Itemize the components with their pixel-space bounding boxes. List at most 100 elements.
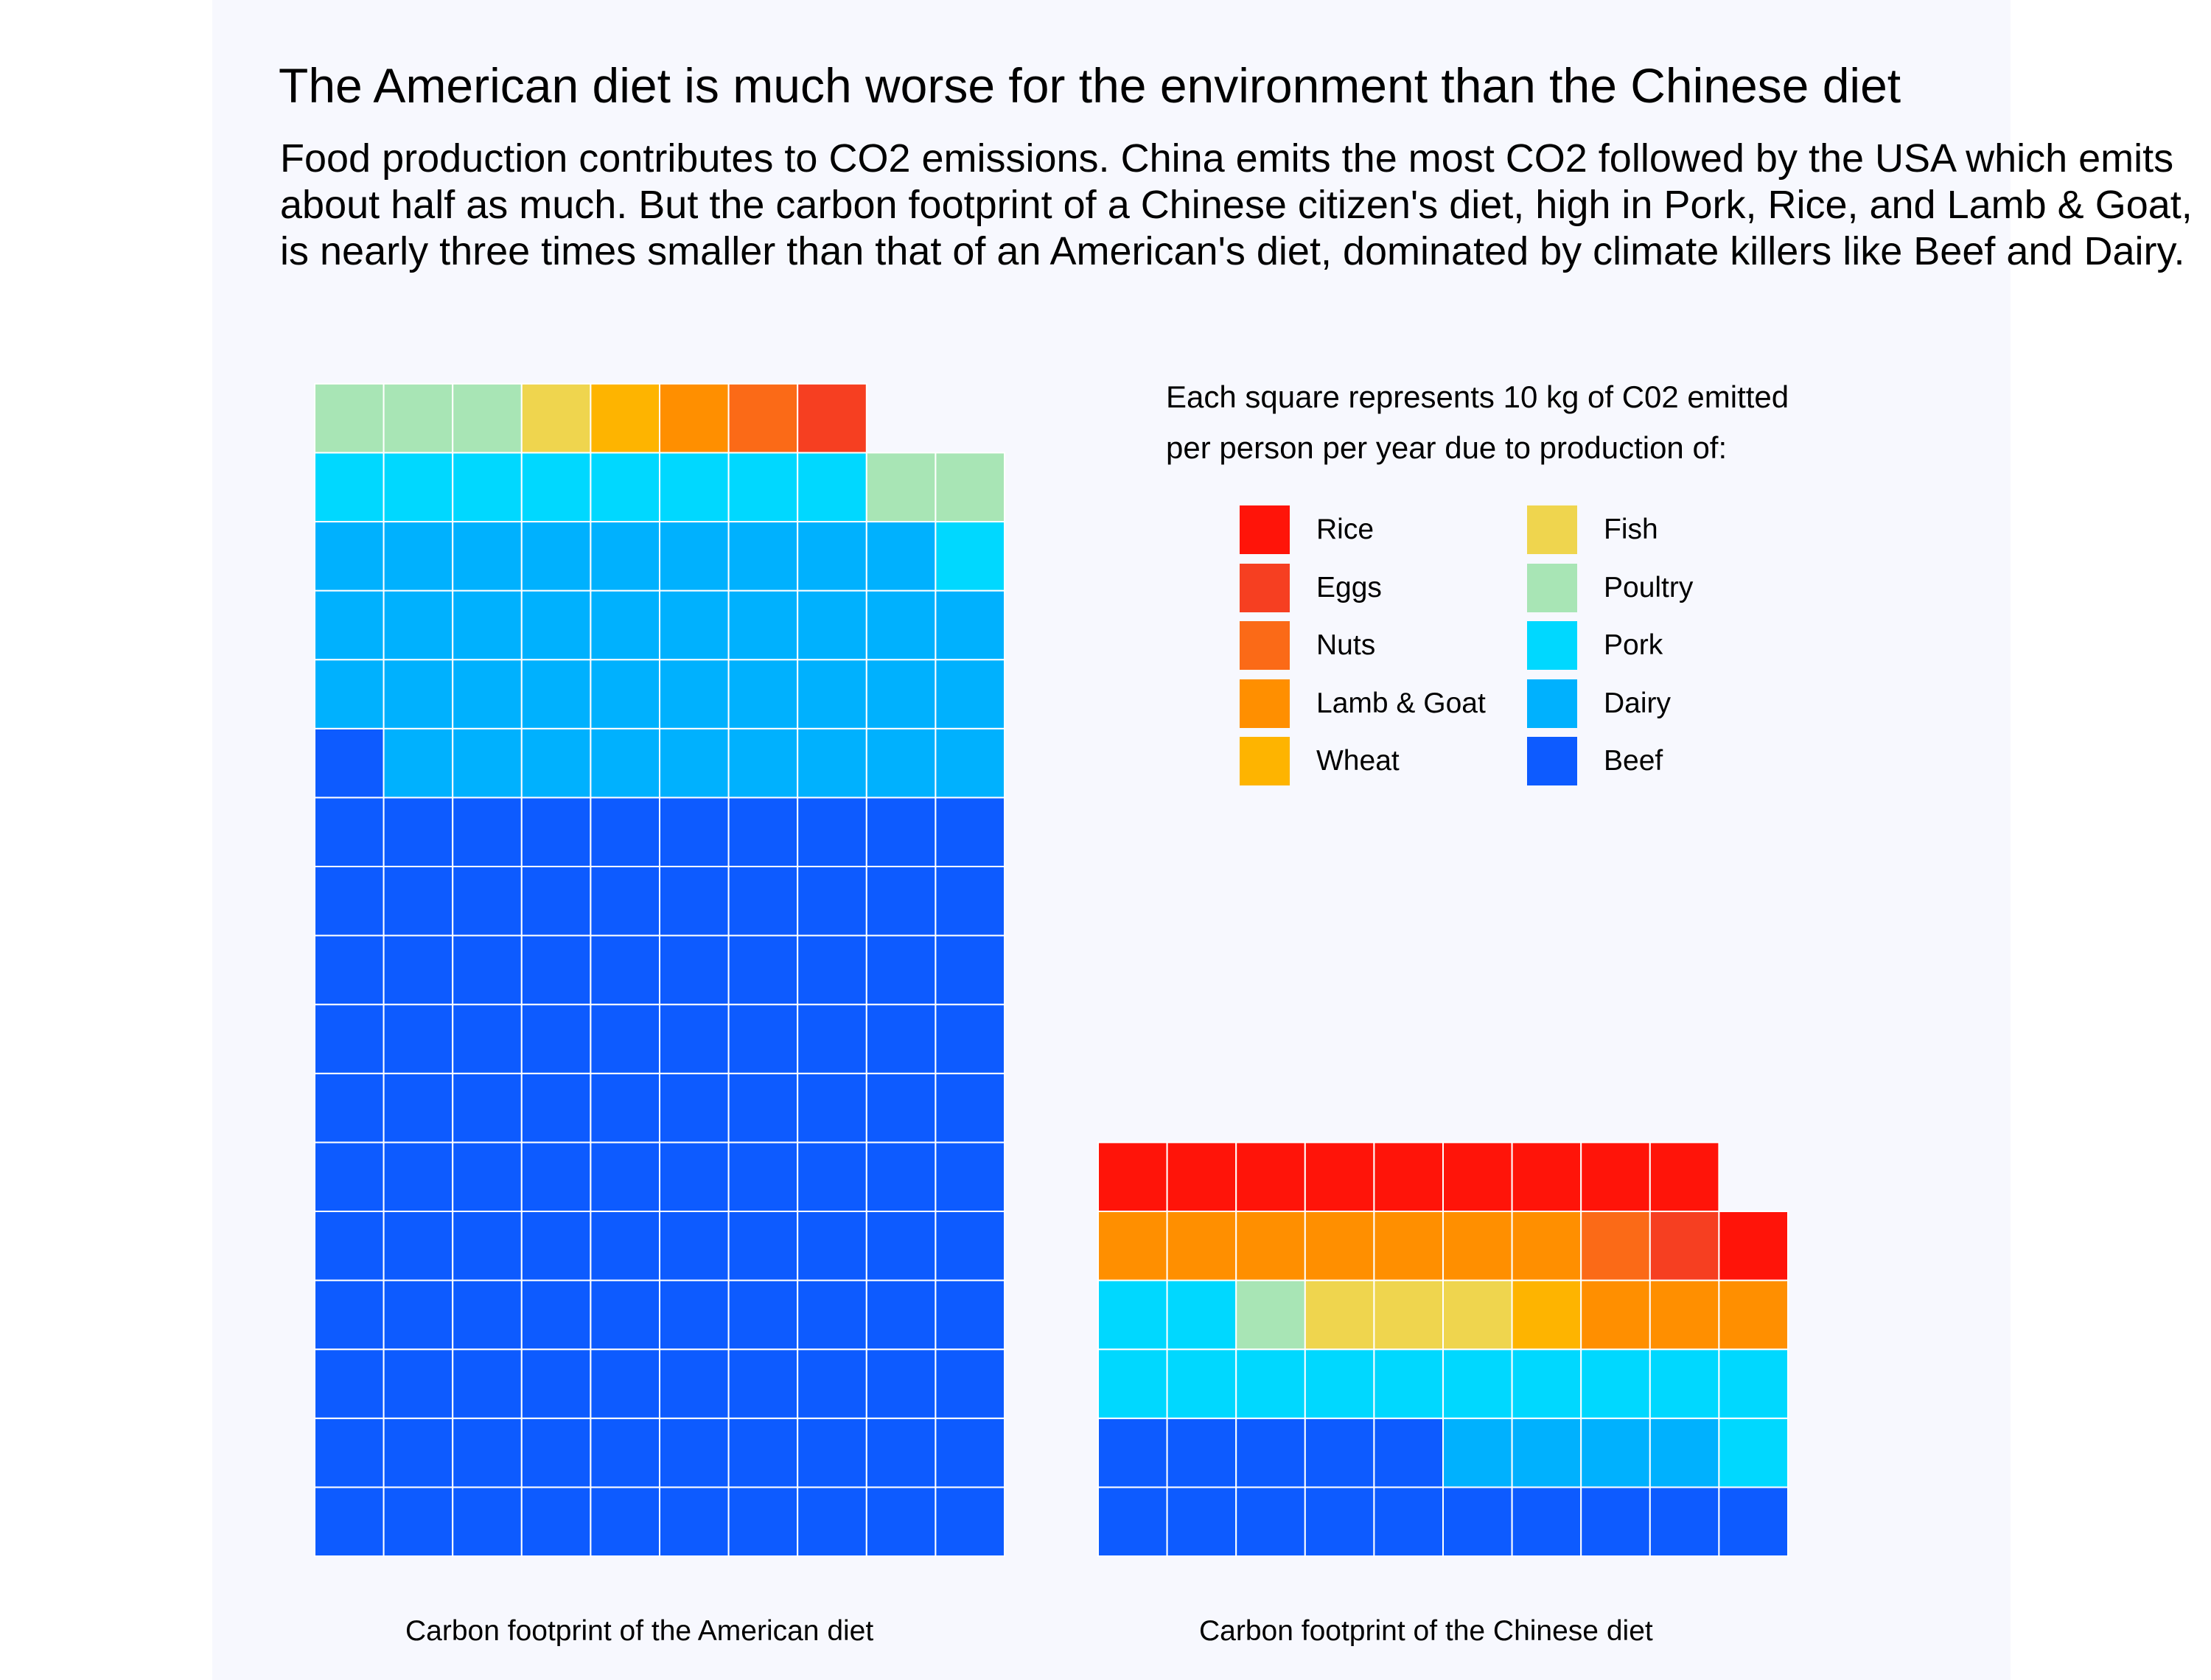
waffle-square-beef bbox=[314, 1004, 385, 1074]
waffle-square-beef bbox=[659, 1348, 730, 1419]
waffle-square-beef bbox=[452, 1348, 523, 1419]
waffle-square-beef bbox=[314, 866, 385, 937]
legend-swatch bbox=[1527, 679, 1577, 728]
waffle-square-beef bbox=[865, 934, 937, 1006]
waffle-square-beef bbox=[935, 1486, 1006, 1558]
waffle-square-pork bbox=[1373, 1348, 1445, 1419]
waffle-square-pork bbox=[659, 452, 730, 523]
waffle-square-dairy bbox=[452, 589, 523, 661]
waffle-square-beef bbox=[1373, 1486, 1445, 1558]
legend-label: Rice bbox=[1316, 514, 1375, 545]
waffle-square-lamb-goat bbox=[1649, 1279, 1720, 1351]
waffle-square-beef bbox=[520, 1141, 592, 1213]
waffle-square-wheat bbox=[1511, 1279, 1582, 1351]
waffle-square-dairy bbox=[590, 521, 661, 592]
waffle-square-beef bbox=[383, 1141, 454, 1213]
waffle-square-poultry bbox=[935, 452, 1006, 523]
waffle-square-beef bbox=[797, 1279, 867, 1351]
waffle-square-beef bbox=[383, 934, 454, 1006]
waffle-square-beef bbox=[797, 1417, 867, 1488]
waffle-square-beef bbox=[797, 934, 867, 1006]
waffle-square-beef bbox=[314, 1486, 385, 1558]
waffle-square-pork bbox=[1097, 1279, 1168, 1351]
waffle-square-dairy bbox=[383, 589, 454, 661]
waffle-square-dairy bbox=[659, 727, 730, 799]
waffle-square-beef bbox=[797, 1348, 867, 1419]
waffle-square-beef bbox=[1097, 1486, 1168, 1558]
waffle-square-beef bbox=[520, 1417, 592, 1488]
chart-subtitle: Food production contributes to CO2 emiss… bbox=[280, 136, 2193, 273]
legend-label: Dairy bbox=[1604, 687, 1672, 719]
waffle-square-dairy bbox=[727, 521, 799, 592]
waffle-square-beef bbox=[590, 1486, 661, 1558]
waffle-square-beef bbox=[590, 934, 661, 1006]
waffle-square-poultry bbox=[383, 382, 454, 454]
waffle-square-beef bbox=[1649, 1486, 1720, 1558]
legend-label: Lamb & Goat bbox=[1316, 687, 1486, 719]
legend-label: Nuts bbox=[1316, 629, 1376, 661]
waffle-square-pork bbox=[314, 452, 385, 523]
waffle-square-beef bbox=[1166, 1417, 1237, 1488]
waffle-square-dairy bbox=[865, 521, 937, 592]
waffle-square-dairy bbox=[314, 659, 385, 729]
waffle-square-pork bbox=[383, 452, 454, 523]
waffle-square-beef bbox=[383, 1004, 454, 1074]
waffle-square-beef bbox=[520, 934, 592, 1006]
waffle-square-dairy bbox=[520, 521, 592, 592]
waffle-square-beef bbox=[797, 1004, 867, 1074]
waffle-square-nuts bbox=[1580, 1211, 1651, 1281]
waffle-square-rice bbox=[1373, 1141, 1445, 1213]
waffle-square-beef bbox=[452, 934, 523, 1006]
legend-swatch bbox=[1527, 563, 1577, 612]
waffle-square-beef bbox=[590, 1348, 661, 1419]
waffle-square-dairy bbox=[797, 659, 867, 729]
waffle-square-beef bbox=[590, 797, 661, 868]
waffle-square-beef bbox=[314, 1072, 385, 1144]
waffle-square-beef bbox=[314, 934, 385, 1006]
waffle-square-dairy bbox=[1442, 1417, 1513, 1488]
waffle-square-beef bbox=[383, 1348, 454, 1419]
waffle-square-beef bbox=[520, 1279, 592, 1351]
legend-label: Fish bbox=[1604, 514, 1658, 545]
waffle-square-lamb-goat bbox=[1304, 1211, 1375, 1281]
waffle-square-beef bbox=[314, 1417, 385, 1488]
waffle-square-beef bbox=[935, 1417, 1006, 1488]
waffle-square-beef bbox=[314, 727, 385, 799]
waffle-square-dairy bbox=[452, 659, 523, 729]
waffle-square-dairy bbox=[590, 589, 661, 661]
waffle-square-beef bbox=[797, 797, 867, 868]
waffle-square-beef bbox=[935, 1279, 1006, 1351]
waffle-square-beef bbox=[1511, 1486, 1582, 1558]
waffle-square-poultry bbox=[452, 382, 523, 454]
waffle-square-beef bbox=[590, 1279, 661, 1351]
waffle-square-beef bbox=[935, 1211, 1006, 1281]
waffle-square-beef bbox=[590, 1004, 661, 1074]
waffle-square-beef bbox=[659, 1417, 730, 1488]
waffle-square-pork bbox=[590, 452, 661, 523]
waffle-square-beef bbox=[865, 1348, 937, 1419]
legend-swatch bbox=[1527, 737, 1577, 785]
waffle-square-beef bbox=[727, 1417, 799, 1488]
waffle-square-dairy bbox=[659, 521, 730, 592]
american-diet-waffle bbox=[314, 382, 1006, 1558]
waffle-square-beef bbox=[727, 797, 799, 868]
waffle-square-fish bbox=[1373, 1279, 1445, 1351]
legend-title: Each square represents 10 kg of C02 emit… bbox=[1166, 379, 1789, 465]
waffle-square-beef bbox=[865, 1486, 937, 1558]
waffle-square-pork bbox=[1304, 1348, 1375, 1419]
waffle-square-dairy bbox=[1511, 1417, 1582, 1488]
waffle-square-beef bbox=[520, 866, 592, 937]
waffle-square-beef bbox=[727, 1486, 799, 1558]
waffle-square-beef bbox=[797, 1211, 867, 1281]
waffle-square-beef bbox=[935, 1141, 1006, 1213]
waffle-square-rice bbox=[1580, 1141, 1651, 1213]
waffle-square-lamb-goat bbox=[1235, 1211, 1306, 1281]
waffle-square-beef bbox=[659, 797, 730, 868]
waffle-square-dairy bbox=[520, 659, 592, 729]
waffle-square-beef bbox=[865, 1417, 937, 1488]
waffle-square-beef bbox=[1166, 1486, 1237, 1558]
waffle-square-dairy bbox=[727, 589, 799, 661]
waffle-square-beef bbox=[659, 1004, 730, 1074]
waffle-square-beef bbox=[452, 1072, 523, 1144]
